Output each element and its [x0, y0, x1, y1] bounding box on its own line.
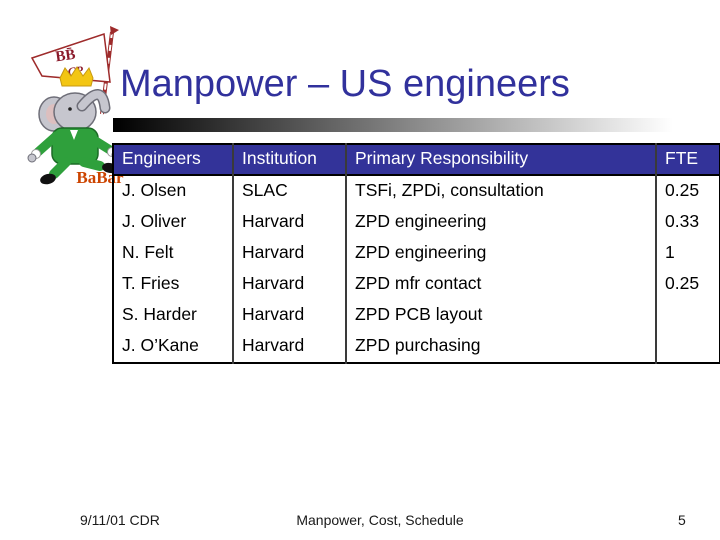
- hand-left: [27, 153, 37, 163]
- cell-fte: 1: [655, 238, 720, 269]
- babar-logo: BB̄ CP BaBar: [27, 26, 124, 187]
- slide-title: Manpower – US engineers: [120, 63, 570, 105]
- crown-icon: [59, 66, 94, 87]
- cell-responsibility: ZPD purchasing: [345, 331, 656, 363]
- cell-responsibility: TSFi, ZPDi, consultation: [345, 175, 656, 207]
- footer-title: Manpower, Cost, Schedule: [296, 512, 464, 528]
- flag-text-line1: BB̄: [54, 47, 76, 66]
- table-row: J. Oliver Harvard ZPD engineering 0.33: [113, 207, 720, 238]
- cell-engineer: J. Oliver: [122, 211, 187, 231]
- header-institution: Institution: [232, 144, 346, 175]
- footer-page-number: 5: [678, 512, 686, 528]
- cell-engineer: S. Harder: [122, 304, 197, 324]
- elephant-arm-right: [89, 135, 115, 155]
- table-header: Engineers Institution Primary Responsibi…: [113, 144, 720, 175]
- cell-engineer: J. O’Kane: [122, 335, 199, 355]
- cell-engineer: N. Felt: [122, 242, 174, 262]
- cell-institution: Harvard: [232, 269, 346, 300]
- cell-institution: SLAC: [232, 175, 346, 207]
- shirt-front: [70, 130, 78, 140]
- cell-fte: [655, 331, 720, 363]
- table-row: N. Felt Harvard ZPD engineering 1: [113, 238, 720, 269]
- cell-institution: Harvard: [232, 207, 346, 238]
- footer-date: 9/11/01 CDR: [80, 512, 160, 528]
- table-row: T. Fries Harvard ZPD mfr contact 0.25: [113, 269, 720, 300]
- table-row: J. Olsen SLAC TSFi, ZPDi, consultation 0…: [113, 175, 720, 207]
- table-row: S. Harder Harvard ZPD PCB layout: [113, 300, 720, 331]
- cell-fte: 0.25: [655, 175, 720, 207]
- elephant-eye: [68, 107, 72, 111]
- elephant-leg-left: [49, 157, 71, 179]
- cell-institution: Harvard: [232, 300, 346, 331]
- cell-engineer: T. Fries: [122, 273, 180, 293]
- cell-institution: Harvard: [232, 238, 346, 269]
- shoe-left: [40, 173, 56, 185]
- header-responsibility: Primary Responsibility: [345, 144, 656, 175]
- header-row: Engineers Institution Primary Responsibi…: [113, 144, 720, 175]
- cell-responsibility: ZPD engineering: [345, 207, 656, 238]
- table-row: J. O’Kane Harvard ZPD purchasing: [113, 331, 720, 363]
- elephant-trunk: [78, 90, 109, 112]
- cell-engineer: J. Olsen: [122, 180, 187, 200]
- header-engineers: Engineers: [122, 148, 201, 168]
- header-fte: FTE: [655, 144, 720, 175]
- cell-responsibility: ZPD mfr contact: [345, 269, 656, 300]
- table-body: J. Olsen SLAC TSFi, ZPDi, consultation 0…: [113, 175, 720, 363]
- flag-icon: [30, 32, 111, 83]
- cell-responsibility: ZPD engineering: [345, 238, 656, 269]
- cell-fte: [655, 300, 720, 331]
- cell-fte: 0.25: [655, 269, 720, 300]
- cell-responsibility: ZPD PCB layout: [345, 300, 656, 331]
- title-divider-bar: [113, 118, 690, 132]
- cell-fte: 0.33: [655, 207, 720, 238]
- elephant-arm-left: [33, 131, 61, 157]
- manpower-table: Engineers Institution Primary Responsibi…: [112, 143, 720, 364]
- cell-institution: Harvard: [232, 331, 346, 363]
- elephant-leg-right: [79, 157, 105, 171]
- flag-finial: [110, 26, 119, 35]
